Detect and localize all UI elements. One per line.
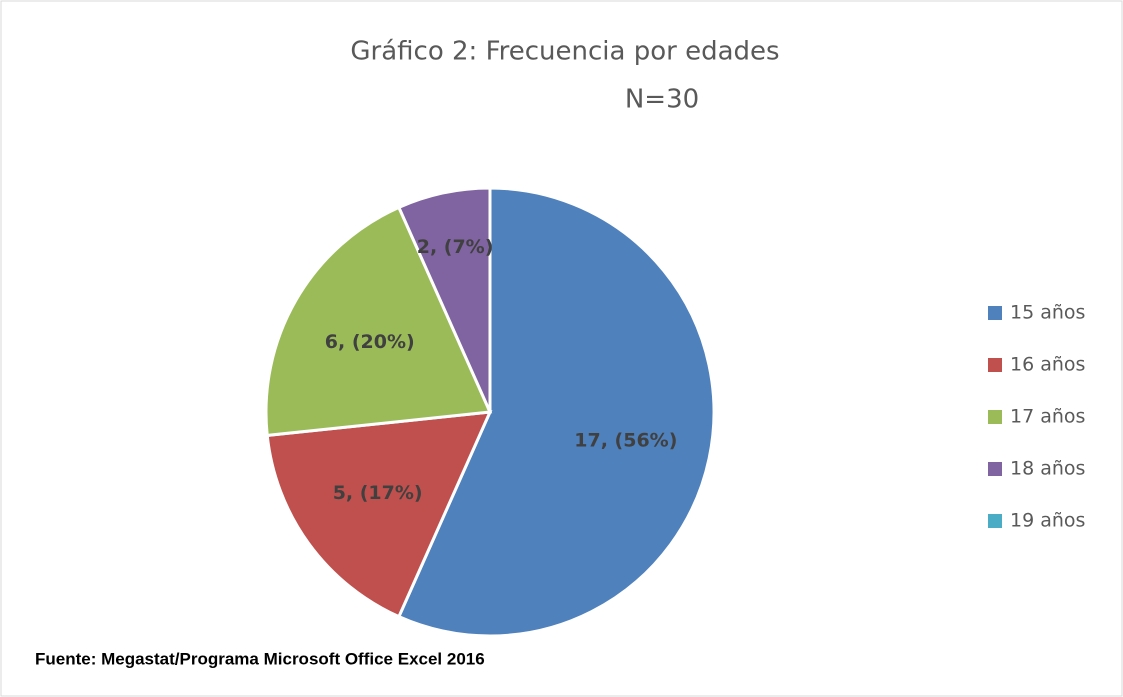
legend-swatch xyxy=(988,462,1002,476)
chart-subtitle: N=30 xyxy=(625,85,699,115)
legend-label: 15 años xyxy=(1010,302,1085,324)
legend-label: 17 años xyxy=(1010,406,1085,428)
data-label: 6, (20%) xyxy=(325,331,415,353)
legend-swatch xyxy=(988,410,1002,424)
legend-swatch xyxy=(988,514,1002,528)
pie-slice xyxy=(396,186,492,413)
chart-title: Gráfico 2: Frecuencia por edades xyxy=(350,37,779,67)
pie-slice xyxy=(265,410,493,619)
legend-swatch xyxy=(988,306,1002,320)
legend-swatch xyxy=(988,358,1002,372)
legend-label: 19 años xyxy=(1010,510,1085,532)
data-label: 2, (7%) xyxy=(417,236,494,258)
data-label: 17, (56%) xyxy=(574,429,677,451)
legend-label: 18 años xyxy=(1010,458,1085,480)
source-note: Fuente: Megastat/Programa Microsoft Offi… xyxy=(35,649,485,668)
pie-slice xyxy=(264,205,493,438)
legend-label: 16 años xyxy=(1010,354,1085,376)
pie-slice xyxy=(396,186,716,638)
data-label: 5, (17%) xyxy=(333,482,423,504)
